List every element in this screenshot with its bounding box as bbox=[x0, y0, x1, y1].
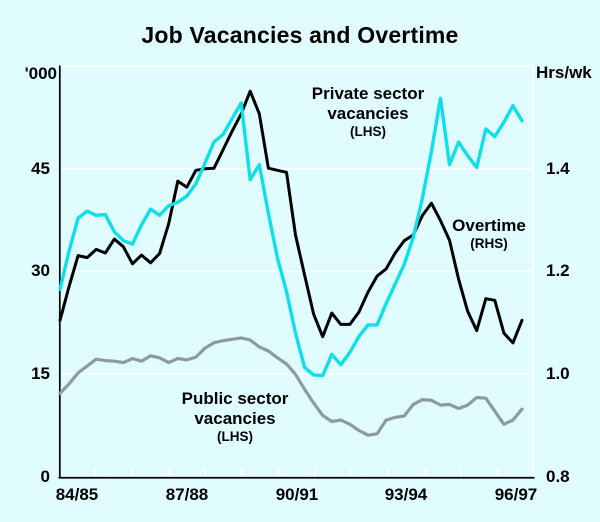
private-vacancies-label: Private sector vacancies (LHS) bbox=[288, 84, 448, 140]
left-tick-45: 45 bbox=[31, 159, 50, 178]
right-tick-1-0: 1.0 bbox=[546, 364, 570, 383]
private-vacancies-label-lhs: (LHS) bbox=[350, 124, 386, 139]
x-tick-84-85: 84/85 bbox=[55, 485, 99, 504]
overtime-line bbox=[58, 89, 524, 345]
public-vacancies-line bbox=[58, 336, 524, 437]
public-vacancies-label: Public sector vacancies (LHS) bbox=[155, 389, 315, 445]
private-vacancies-label-line1: Private sector bbox=[311, 84, 425, 103]
x-tick-93-94: 93/94 bbox=[384, 485, 428, 504]
x-tick-90-91: 90/91 bbox=[275, 485, 319, 504]
right-tick-1-2: 1.2 bbox=[546, 261, 570, 280]
private-vacancies-line bbox=[58, 96, 524, 378]
x-tick-87-88: 87/88 bbox=[165, 485, 209, 504]
overtime-label-rhs: (RHS) bbox=[470, 236, 508, 251]
right-tick-0-8: 0.8 bbox=[546, 467, 570, 486]
left-tick-15: 15 bbox=[31, 364, 50, 383]
left-axis-unit: '000 bbox=[24, 64, 57, 83]
overtime-label-line1: Overtime bbox=[452, 216, 526, 235]
right-axis-unit: Hrs/wk bbox=[536, 63, 592, 82]
left-tick-0: 0 bbox=[40, 467, 50, 486]
private-vacancies-label-line2: vacancies bbox=[327, 104, 409, 123]
public-vacancies-label-lhs: (LHS) bbox=[217, 429, 253, 444]
left-tick-30: 30 bbox=[31, 261, 50, 280]
chart-title: Job Vacancies and Overtime bbox=[141, 22, 459, 48]
x-tick-96-97: 96/97 bbox=[494, 485, 538, 504]
public-vacancies-label-line1: Public sector bbox=[181, 389, 289, 408]
right-tick-1-4: 1.4 bbox=[546, 159, 570, 178]
overtime-label: Overtime (RHS) bbox=[429, 216, 549, 252]
public-vacancies-label-line2: vacancies bbox=[194, 409, 276, 428]
